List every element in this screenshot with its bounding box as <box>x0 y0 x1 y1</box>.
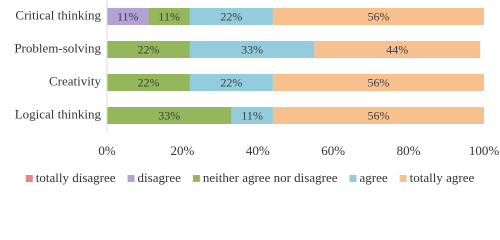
legend-swatch <box>127 175 135 182</box>
chart: Critical thinking 11% 11% 22% 56% Problem-sol… <box>14 0 500 185</box>
data-label: 56% <box>367 75 389 89</box>
bar-segment <box>231 107 273 124</box>
bar-segment <box>107 8 149 25</box>
data-label: 22% <box>137 42 159 56</box>
data-label: 11% <box>117 9 139 23</box>
x-tick-label: 0% <box>98 143 116 158</box>
bar-segment <box>189 41 315 58</box>
legend-label: neither agree nor disagree <box>203 170 338 185</box>
data-label: 22% <box>137 75 159 89</box>
y-tick-label: Logical thinking <box>15 106 102 121</box>
legend-swatch <box>192 175 200 182</box>
legend-swatch <box>349 175 357 182</box>
bar-segment <box>148 8 190 25</box>
data-label: 11% <box>241 108 263 122</box>
data-label: 56% <box>367 108 389 122</box>
bar-segment <box>107 107 232 124</box>
legend-label: totally disagree <box>36 170 116 185</box>
data-label: 33% <box>158 108 180 122</box>
y-tick-label: Critical thinking <box>15 7 101 22</box>
x-tick-label: 60% <box>321 143 345 158</box>
bar-segment <box>107 74 190 91</box>
legend-swatch <box>25 175 33 182</box>
data-label: 22% <box>220 75 242 89</box>
bar-segment <box>107 41 190 58</box>
data-label: 33% <box>241 42 263 56</box>
legend-label: agree <box>359 170 387 185</box>
x-tick-label: 20% <box>170 143 194 158</box>
y-tick-label: Problem-solving <box>14 40 101 55</box>
data-label: 56% <box>367 9 389 23</box>
data-label: 22% <box>220 9 242 23</box>
bar-segment <box>189 74 273 91</box>
x-tick-label: 100% <box>469 143 500 158</box>
data-label: 44% <box>386 42 408 56</box>
x-tick-label: 80% <box>397 143 421 158</box>
x-tick-label: 40% <box>246 143 270 158</box>
bar-segment <box>272 74 484 91</box>
y-tick-label: Creativity <box>49 73 101 88</box>
bar-segment <box>314 41 481 58</box>
data-label: 11% <box>158 9 180 23</box>
legend-label: totally agree <box>410 170 475 185</box>
legend-swatch <box>399 175 407 182</box>
legend-label: disagree <box>138 170 182 185</box>
bar-segment <box>272 8 484 25</box>
bar-segment <box>272 107 484 124</box>
bar-segment <box>189 8 273 25</box>
